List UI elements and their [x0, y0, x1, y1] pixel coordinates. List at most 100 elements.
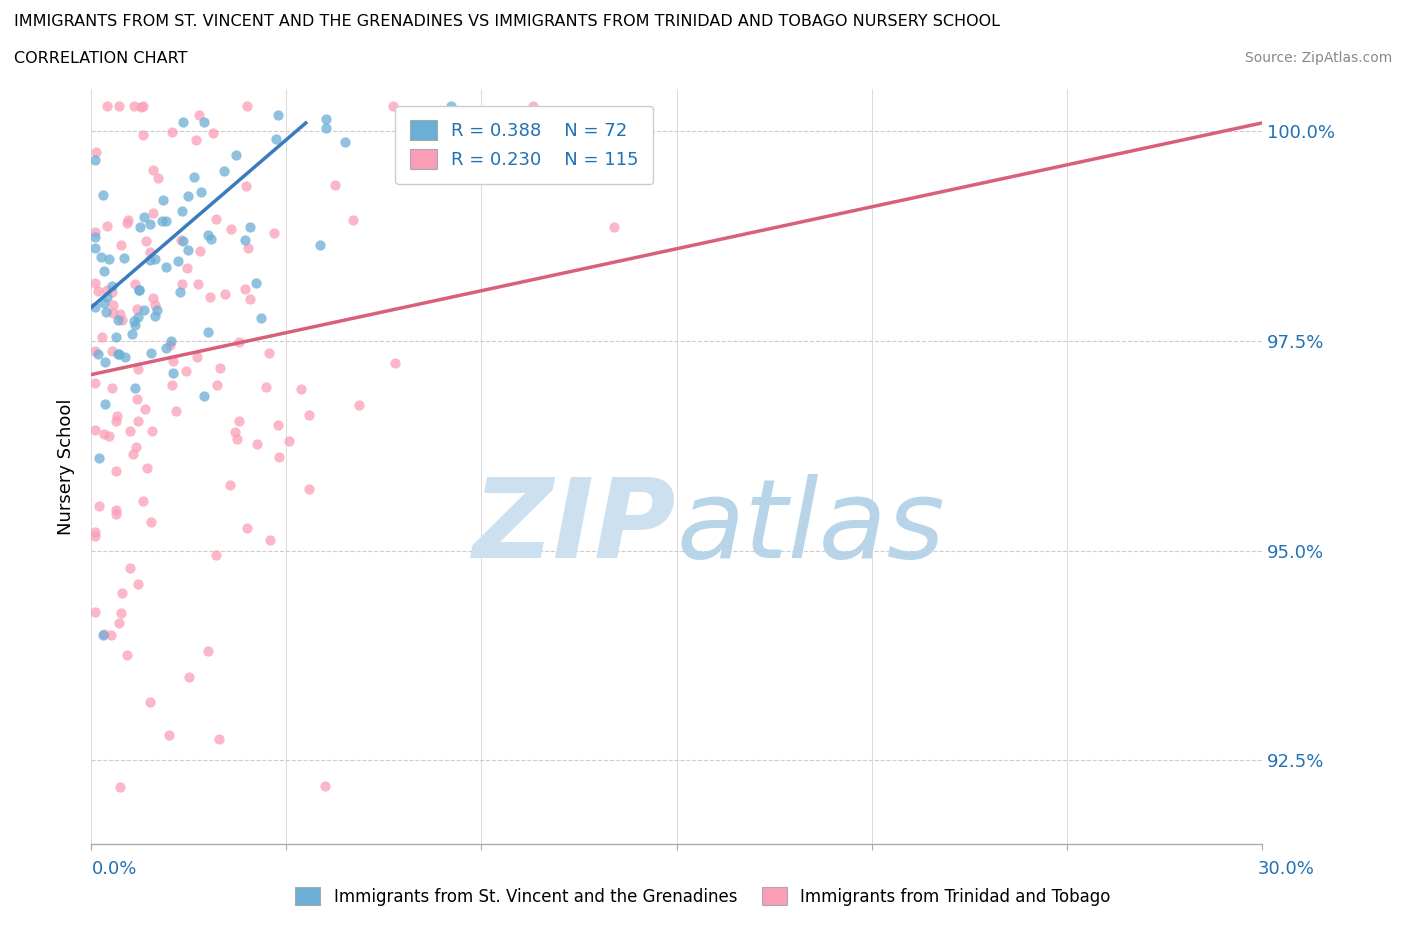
- Point: [235, 179, 257, 193]
- Point: [138, 245, 160, 259]
- Point: [236, 99, 259, 113]
- Point: [193, 389, 215, 404]
- Point: [128, 219, 150, 234]
- Point: [135, 461, 157, 476]
- Point: [201, 126, 224, 140]
- Point: [132, 99, 155, 113]
- Point: [100, 380, 122, 395]
- Point: [165, 404, 187, 418]
- Point: [197, 325, 219, 339]
- Point: [264, 131, 287, 146]
- Point: [87, 346, 110, 361]
- Point: [110, 605, 132, 620]
- Legend: R = 0.388    N = 72, R = 0.230    N = 115: R = 0.388 N = 72, R = 0.230 N = 115: [395, 106, 654, 183]
- Point: [111, 312, 134, 327]
- Point: [124, 277, 146, 292]
- Point: [90, 250, 112, 265]
- Point: [132, 127, 155, 142]
- Point: [170, 232, 193, 247]
- Point: [120, 560, 142, 575]
- Point: [139, 345, 162, 360]
- Point: [96, 283, 118, 298]
- Point: [298, 407, 321, 422]
- Point: [91, 188, 114, 203]
- Point: [143, 309, 166, 324]
- Point: [86, 145, 108, 160]
- Point: [172, 234, 194, 249]
- Point: [105, 408, 128, 423]
- Point: [219, 222, 242, 237]
- Point: [84, 153, 107, 167]
- Point: [105, 414, 128, 429]
- Point: [186, 132, 208, 147]
- Point: [228, 335, 250, 350]
- Point: [233, 232, 256, 247]
- Point: [139, 252, 162, 267]
- Point: [104, 503, 127, 518]
- Point: [84, 528, 107, 543]
- Point: [142, 206, 165, 220]
- Point: [277, 433, 299, 448]
- Point: [104, 507, 127, 522]
- Point: [127, 392, 149, 406]
- Point: [160, 377, 183, 392]
- Point: [212, 164, 235, 179]
- Point: [101, 343, 124, 358]
- Point: [298, 482, 321, 497]
- Point: [160, 125, 183, 140]
- Point: [254, 379, 277, 394]
- Point: [172, 114, 194, 129]
- Point: [128, 283, 150, 298]
- Text: 30.0%: 30.0%: [1258, 860, 1315, 878]
- Point: [122, 99, 145, 113]
- Point: [267, 418, 290, 432]
- Point: [142, 290, 165, 305]
- Point: [129, 100, 152, 114]
- Point: [87, 498, 110, 513]
- Point: [159, 334, 181, 349]
- Point: [176, 364, 198, 379]
- Point: [101, 285, 124, 299]
- Point: [127, 310, 149, 325]
- Point: [169, 285, 191, 299]
- Point: [266, 107, 288, 122]
- Point: [108, 780, 131, 795]
- Point: [93, 627, 115, 642]
- Point: [269, 449, 291, 464]
- Point: [111, 585, 134, 600]
- Point: [193, 114, 215, 129]
- Point: [290, 381, 312, 396]
- Point: [187, 108, 209, 123]
- Point: [127, 577, 149, 591]
- Point: [224, 424, 246, 439]
- Point: [190, 184, 212, 199]
- Point: [96, 219, 118, 233]
- Point: [342, 212, 364, 227]
- Point: [225, 432, 247, 446]
- Point: [84, 525, 107, 539]
- Point: [87, 450, 110, 465]
- Text: 0.0%: 0.0%: [91, 860, 136, 878]
- Point: [121, 326, 143, 341]
- Point: [94, 354, 117, 369]
- Point: [84, 604, 107, 619]
- Point: [108, 616, 131, 631]
- Point: [94, 396, 117, 411]
- Point: [208, 361, 231, 376]
- Text: atlas: atlas: [676, 473, 945, 580]
- Point: [84, 343, 107, 358]
- Point: [170, 204, 193, 219]
- Point: [84, 299, 107, 314]
- Point: [105, 330, 128, 345]
- Point: [259, 345, 281, 360]
- Point: [208, 732, 231, 747]
- Point: [143, 252, 166, 267]
- Point: [315, 112, 337, 126]
- Point: [228, 413, 250, 428]
- Point: [108, 347, 131, 362]
- Point: [176, 260, 198, 275]
- Point: [177, 243, 200, 258]
- Point: [238, 219, 260, 234]
- Point: [96, 99, 118, 113]
- Point: [84, 376, 107, 391]
